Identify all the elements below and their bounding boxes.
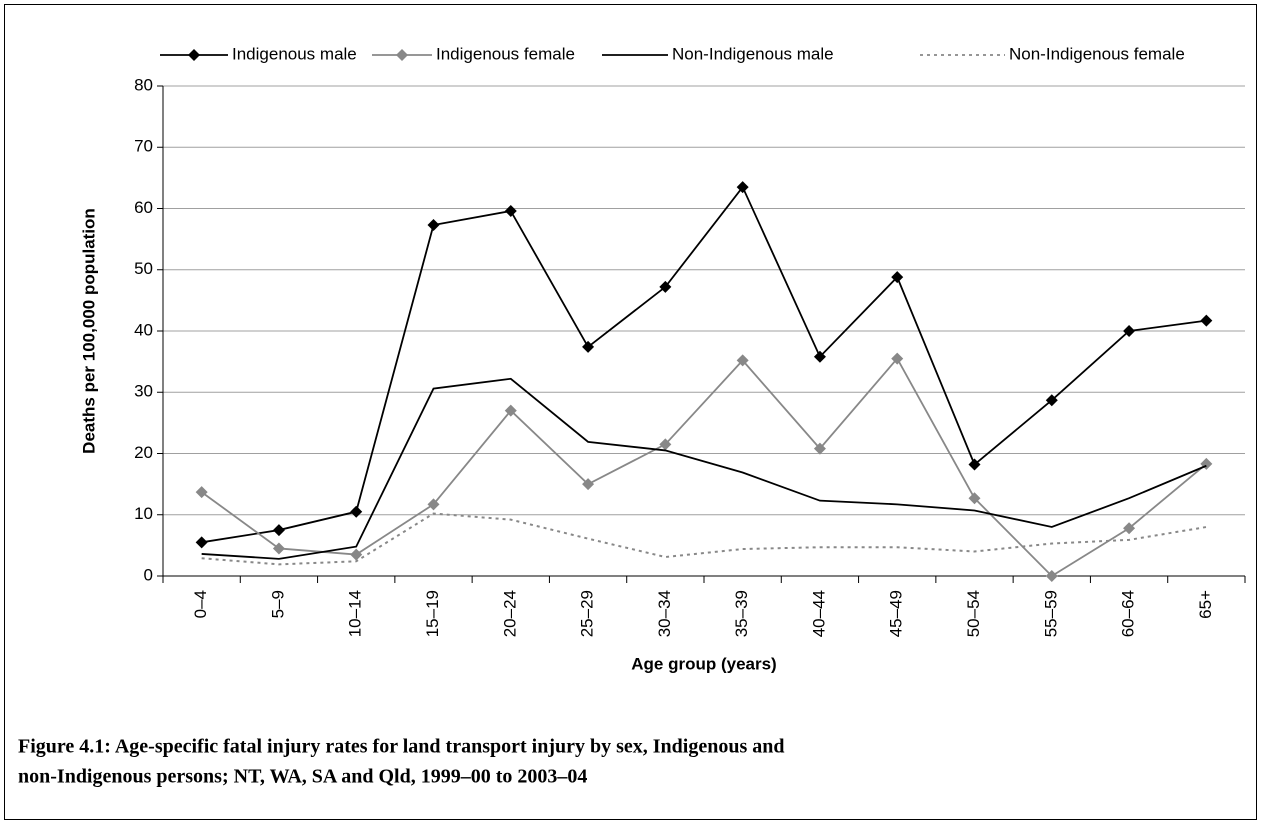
x-tick-label: 20–24 [500, 590, 519, 637]
legend-label: Indigenous male [232, 44, 357, 63]
data-point [736, 181, 749, 194]
y-tick-label: 10 [134, 504, 153, 523]
data-point [504, 204, 517, 217]
data-point [891, 352, 904, 365]
y-tick-label: 20 [134, 443, 153, 462]
y-tick-label: 70 [134, 137, 153, 156]
legend-label: Non-Indigenous male [672, 44, 834, 63]
data-point [195, 486, 208, 499]
data-point [427, 498, 440, 511]
y-tick-label: 80 [134, 75, 153, 94]
legend-marker [188, 49, 200, 61]
data-point [582, 340, 595, 353]
data-point [1200, 314, 1213, 327]
x-tick-label: 0–4 [191, 590, 210, 618]
y-tick-label: 50 [134, 259, 153, 278]
data-point [272, 524, 285, 537]
x-tick-label: 50–54 [964, 590, 983, 637]
x-tick-label: 15–19 [423, 590, 442, 637]
data-point [504, 404, 517, 417]
x-tick-label: 65+ [1196, 590, 1215, 619]
x-tick-label: 25–29 [578, 590, 597, 637]
y-tick-label: 60 [134, 198, 153, 217]
data-point [813, 350, 826, 363]
legend-label: Non-Indigenous female [1009, 44, 1185, 63]
data-point [582, 478, 595, 491]
data-point [350, 505, 363, 518]
data-point [659, 438, 672, 451]
x-tick-label: 60–64 [1119, 590, 1138, 637]
data-point [1123, 325, 1136, 337]
data-point [659, 280, 672, 293]
x-tick-label: 40–44 [809, 590, 828, 637]
data-point [1123, 522, 1136, 535]
y-axis-label: Deaths per 100,000 population [79, 208, 98, 454]
x-tick-label: 10–14 [346, 590, 365, 637]
legend-marker [396, 49, 408, 61]
data-point [736, 354, 749, 367]
x-tick-label: 35–39 [732, 590, 751, 637]
x-tick-label: 55–59 [1041, 590, 1060, 637]
data-point [891, 271, 904, 284]
caption-line: non-Indigenous persons; NT, WA, SA and Q… [18, 766, 587, 788]
data-point [272, 542, 285, 555]
x-tick-label: 5–9 [268, 590, 287, 618]
frame [4, 4, 1257, 820]
data-point [427, 219, 440, 232]
data-point [968, 458, 981, 471]
series-line [201, 512, 1207, 566]
data-point [350, 548, 363, 561]
data-point [1045, 570, 1058, 582]
x-tick-label: 30–34 [655, 590, 674, 637]
data-point [195, 536, 208, 549]
x-axis-label: Age group (years) [631, 654, 776, 673]
data-point [968, 492, 981, 505]
series-line [201, 185, 1207, 544]
y-tick-label: 0 [144, 565, 153, 584]
caption-line: Figure 4.1: Age-specific fatal injury ra… [18, 736, 785, 758]
y-tick-label: 30 [134, 382, 153, 401]
y-tick-label: 40 [134, 320, 153, 339]
data-point [1045, 394, 1058, 407]
x-tick-label: 45–49 [887, 590, 906, 637]
series-line [201, 356, 1207, 578]
data-point [813, 442, 826, 455]
series-line [201, 377, 1207, 560]
legend-label: Indigenous female [436, 44, 575, 63]
